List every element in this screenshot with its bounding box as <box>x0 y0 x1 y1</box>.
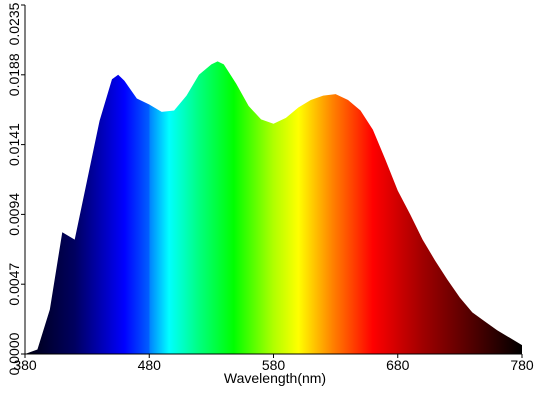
x-tick-label: 780 <box>510 357 534 373</box>
y-tick-label: 0.0000 <box>6 332 22 375</box>
y-tick-label: 0.0188 <box>6 53 22 96</box>
y-tick-label: 0.0094 <box>6 193 22 236</box>
x-tick-label: 380 <box>13 357 37 373</box>
x-axis-label: Wavelength(nm) <box>224 370 326 386</box>
x-tick-label: 580 <box>262 357 286 373</box>
spectrum-area <box>25 61 522 354</box>
x-tick-label: 680 <box>386 357 410 373</box>
x-tick-label: 480 <box>138 357 162 373</box>
y-tick-label: 0.0047 <box>6 263 22 306</box>
y-tick-label: 0.0141 <box>6 123 22 166</box>
y-tick-label: 0.0235 <box>6 2 22 45</box>
